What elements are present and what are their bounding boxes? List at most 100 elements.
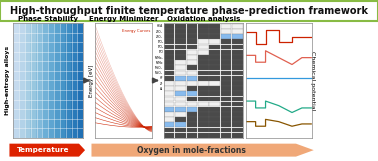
Bar	[232, 123, 243, 127]
Bar	[221, 76, 231, 80]
Bar	[175, 107, 186, 112]
Bar	[164, 29, 175, 34]
Bar	[164, 86, 175, 91]
Bar	[232, 65, 243, 70]
Bar	[221, 117, 231, 122]
Bar	[232, 76, 243, 80]
Bar	[175, 45, 186, 49]
Bar	[209, 45, 220, 49]
Bar	[209, 123, 220, 127]
Bar	[187, 24, 197, 28]
Bar	[232, 39, 243, 44]
Bar	[187, 91, 197, 96]
Bar	[209, 29, 220, 34]
Bar	[209, 65, 220, 70]
Bar	[232, 96, 243, 101]
Bar	[187, 76, 197, 80]
Bar	[209, 34, 220, 39]
Bar	[221, 50, 231, 55]
Bar	[175, 86, 186, 91]
Text: High-throughput finite temperature phase-prediction framework: High-throughput finite temperature phase…	[10, 6, 368, 16]
Bar	[187, 45, 197, 49]
Text: Temperature: Temperature	[17, 147, 70, 153]
Bar	[209, 133, 220, 138]
Bar	[232, 133, 243, 138]
Bar	[232, 34, 243, 39]
Bar	[187, 96, 197, 101]
Bar	[187, 102, 197, 106]
Bar	[175, 29, 186, 34]
Bar	[175, 39, 186, 44]
Bar	[221, 55, 231, 60]
Bar	[187, 112, 197, 117]
Bar	[164, 96, 175, 101]
Bar	[221, 60, 231, 65]
Bar	[164, 107, 175, 112]
Bar	[175, 76, 186, 80]
Bar	[221, 45, 231, 49]
Bar	[164, 133, 175, 138]
Bar	[221, 86, 231, 91]
Bar	[221, 81, 231, 86]
Bar	[232, 102, 243, 106]
Polygon shape	[91, 144, 314, 157]
Bar	[232, 71, 243, 75]
Bar	[175, 117, 186, 122]
Bar	[198, 60, 209, 65]
Bar	[175, 55, 186, 60]
Bar	[187, 50, 197, 55]
Bar	[175, 71, 186, 75]
Bar	[187, 29, 197, 34]
Bar	[209, 55, 220, 60]
Title: Phase Stability: Phase Stability	[18, 16, 78, 22]
Bar	[164, 112, 175, 117]
Bar	[175, 123, 186, 127]
Bar	[232, 60, 243, 65]
Bar	[209, 107, 220, 112]
Bar	[221, 102, 231, 106]
Bar	[209, 117, 220, 122]
Title: Energy Minimizer: Energy Minimizer	[89, 16, 158, 22]
Bar	[175, 96, 186, 101]
Bar	[209, 91, 220, 96]
Bar	[187, 123, 197, 127]
Bar	[209, 76, 220, 80]
Bar	[187, 39, 197, 44]
Bar	[209, 60, 220, 65]
Bar	[187, 117, 197, 122]
Bar	[232, 24, 243, 28]
Bar	[209, 112, 220, 117]
Bar	[209, 50, 220, 55]
Bar	[175, 112, 186, 117]
Bar	[187, 128, 197, 133]
Bar	[232, 81, 243, 86]
Bar	[209, 39, 220, 44]
Bar	[175, 34, 186, 39]
Bar	[164, 39, 175, 44]
Bar	[221, 123, 231, 127]
Y-axis label: Energy [eV]: Energy [eV]	[89, 64, 94, 97]
Bar	[209, 71, 220, 75]
Bar	[164, 34, 175, 39]
Bar	[164, 102, 175, 106]
Bar	[164, 81, 175, 86]
Bar	[187, 60, 197, 65]
Bar	[175, 50, 186, 55]
Bar	[221, 128, 231, 133]
Bar	[198, 24, 209, 28]
Bar	[164, 91, 175, 96]
Bar	[198, 71, 209, 75]
Bar	[164, 76, 175, 80]
Bar	[198, 50, 209, 55]
Bar	[164, 45, 175, 49]
Bar	[187, 133, 197, 138]
Bar	[198, 81, 209, 86]
Bar	[198, 112, 209, 117]
Bar	[232, 112, 243, 117]
Bar	[164, 71, 175, 75]
Bar	[198, 76, 209, 80]
Bar	[198, 123, 209, 127]
Text: Energy Curves: Energy Curves	[122, 29, 151, 33]
Bar	[221, 29, 231, 34]
Bar	[209, 86, 220, 91]
